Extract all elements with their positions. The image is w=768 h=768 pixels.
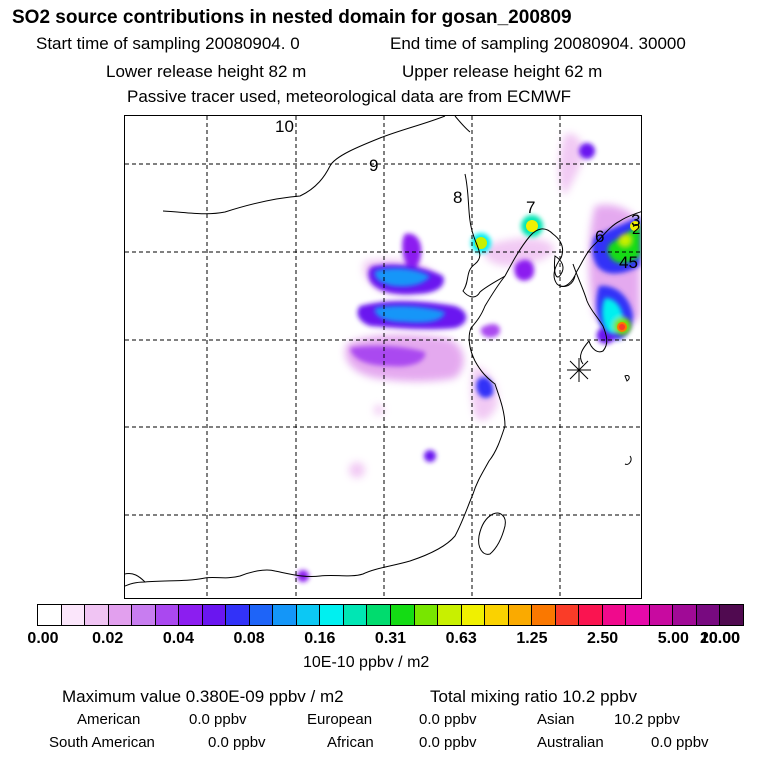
colorbar-tick-label: 0.31 xyxy=(374,630,407,647)
colorbar-segment xyxy=(532,605,556,625)
region-european-value: 0.0 ppbv xyxy=(419,711,477,728)
concentration-field xyxy=(297,133,640,582)
region-south-american-value: 0.0 ppbv xyxy=(208,734,266,751)
source-label-10: 10 xyxy=(275,117,294,136)
region-african-name: African xyxy=(327,734,374,751)
colorbar-segment xyxy=(626,605,650,625)
colorbar-segment xyxy=(367,605,391,625)
colorbar-segment xyxy=(320,605,344,625)
colorbar xyxy=(37,604,744,626)
region-european-name: European xyxy=(307,711,373,728)
colorbar-tick-label: 10.00 xyxy=(699,630,741,647)
colorbar-segment xyxy=(179,605,203,625)
colorbar-tick-label: 1.25 xyxy=(516,630,548,647)
upper-height-label: Upper release height 62 m xyxy=(402,62,603,81)
map-canvas: 10 9 8 7 6 3 2 45 xyxy=(125,116,641,598)
colorbar-segment xyxy=(226,605,250,625)
colorbar-segment xyxy=(555,605,580,625)
source-label-3: 3 xyxy=(631,211,640,230)
colorbar-segment xyxy=(132,605,156,625)
colorbar-segment xyxy=(602,605,627,625)
coastline xyxy=(125,116,641,587)
source-label-2: 2 xyxy=(632,221,640,238)
region-american-name: American xyxy=(77,711,141,728)
colorbar-segment xyxy=(296,605,321,625)
plot-title: SO2 source contributions in nested domai… xyxy=(12,7,572,28)
region-african-value: 0.0 ppbv xyxy=(419,734,477,751)
source-label-7: 7 xyxy=(526,198,535,217)
max-value-label: Maximum value 0.380E-09 ppbv / m2 xyxy=(62,687,344,706)
source-labels: 10 9 8 7 6 3 2 45 xyxy=(275,117,640,272)
source-label-6: 6 xyxy=(595,227,604,246)
region-australian-value: 0.0 ppbv xyxy=(651,734,709,751)
start-time-label: Start time of sampling 20080904. 0 xyxy=(36,34,300,53)
lower-height-label: Lower release height 82 m xyxy=(106,62,307,81)
region-asian-value: 10.2 ppbv xyxy=(614,711,680,728)
end-time-label: End time of sampling 20080904. 30000 xyxy=(390,34,686,53)
receptor-star-icon xyxy=(567,358,591,382)
colorbar-segment xyxy=(38,605,62,625)
colorbar-tick-label: 0.04 xyxy=(162,630,194,647)
colorbar-segment xyxy=(414,605,439,625)
colorbar-segment xyxy=(273,605,297,625)
source-label-45: 45 xyxy=(619,253,638,272)
colorbar-segment xyxy=(720,605,743,625)
colorbar-segment xyxy=(461,605,486,625)
map-panel: 10 9 8 7 6 3 2 45 xyxy=(124,115,642,599)
colorbar-segment xyxy=(249,605,274,625)
region-south-american-name: South American xyxy=(49,734,155,751)
total-mixing-label: Total mixing ratio 10.2 ppbv xyxy=(430,687,637,706)
colorbar-segment xyxy=(696,605,721,625)
colorbar-tick-label: 2.50 xyxy=(587,630,619,647)
colorbar-segment xyxy=(673,605,697,625)
colorbar-tick-label: 20.00 xyxy=(699,630,741,647)
colorbar-tick-label: 5.00 xyxy=(657,630,689,647)
colorbar-segment xyxy=(85,605,109,625)
colorbar-tick-label: 0.16 xyxy=(304,630,336,647)
colorbar-segment xyxy=(108,605,133,625)
source-label-8: 8 xyxy=(453,188,462,207)
colorbar-segment xyxy=(485,605,509,625)
region-australian-name: Australian xyxy=(537,734,604,751)
colorbar-segment xyxy=(438,605,462,625)
colorbar-units: 10E-10 ppbv / m2 xyxy=(303,654,430,671)
colorbar-segment xyxy=(202,605,227,625)
colorbar-segment xyxy=(155,605,180,625)
colorbar-segment xyxy=(579,605,603,625)
region-american-value: 0.0 ppbv xyxy=(189,711,247,728)
colorbar-tick-label: 0.63 xyxy=(445,630,477,647)
colorbar-segment xyxy=(61,605,86,625)
colorbar-segment xyxy=(390,605,415,625)
colorbar-tick-label: 0.00 xyxy=(27,630,59,647)
colorbar-segment xyxy=(508,605,533,625)
colorbar-tick-label: 0.08 xyxy=(233,630,265,647)
source-label-9: 9 xyxy=(369,156,378,175)
colorbar-segment xyxy=(649,605,674,625)
tracer-note: Passive tracer used, meteorological data… xyxy=(127,87,572,106)
colorbar-tick-label: 0.02 xyxy=(92,630,124,647)
colorbar-segment xyxy=(343,605,368,625)
region-asian-name: Asian xyxy=(537,711,575,728)
